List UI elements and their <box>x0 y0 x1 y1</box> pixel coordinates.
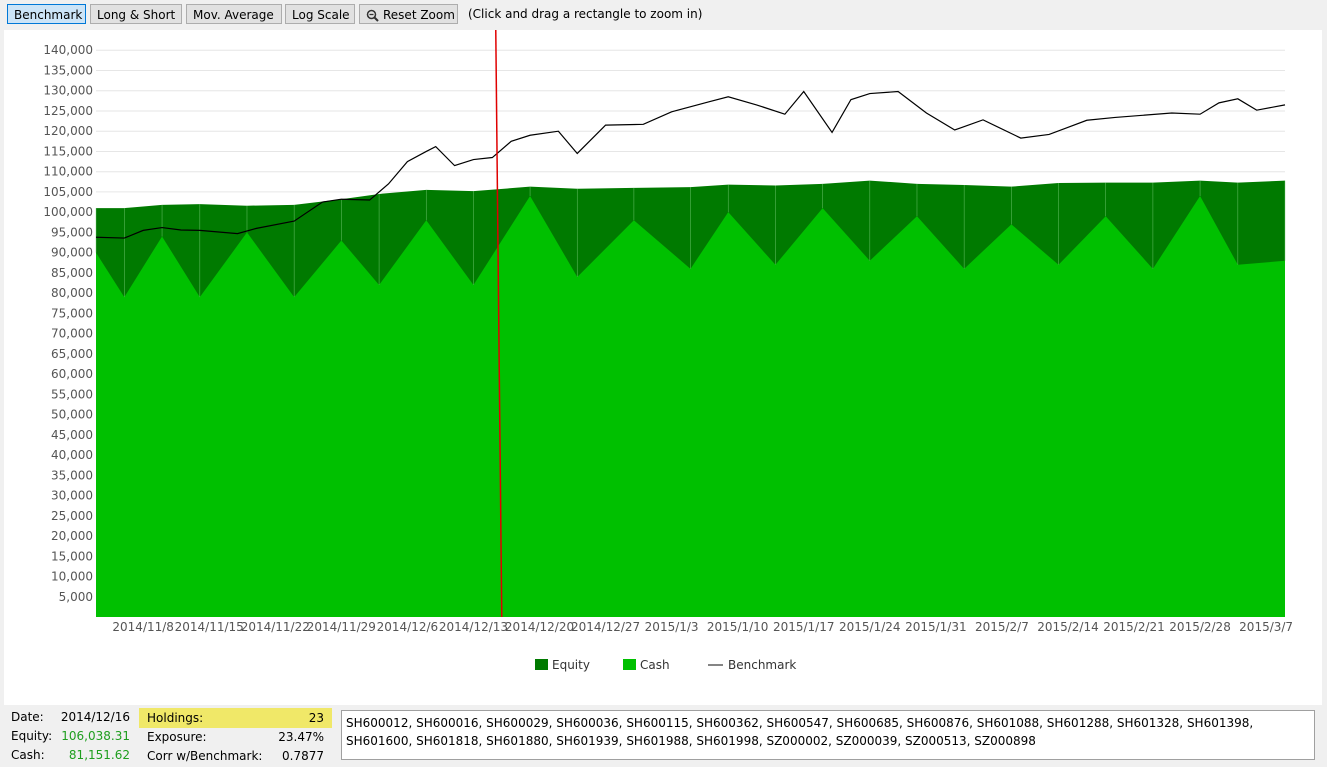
cash-area <box>96 195 1285 617</box>
y-tick-label: 95,000 <box>51 225 93 239</box>
holdings-highlight <box>139 708 332 728</box>
y-tick-label: 90,000 <box>51 246 93 260</box>
y-tick-label: 115,000 <box>43 144 93 158</box>
x-tick-label: 2015/2/21 <box>1103 620 1165 634</box>
reset-zoom-label: Reset Zoom <box>383 8 455 22</box>
holdings-list[interactable]: SH600012, SH600016, SH600029, SH600036, … <box>341 710 1315 760</box>
date-value: 2014/12/16 <box>60 710 130 724</box>
x-tick-label: 2014/11/8 <box>112 620 174 634</box>
mov-average-button[interactable]: Mov. Average <box>186 4 282 24</box>
y-tick-label: 60,000 <box>51 367 93 381</box>
x-tick-label: 2014/12/20 <box>505 620 574 634</box>
y-tick-label: 85,000 <box>51 266 93 280</box>
y-tick-label: 120,000 <box>43 124 93 138</box>
y-tick-label: 30,000 <box>51 489 93 503</box>
legend-swatch-equity <box>535 659 548 670</box>
y-tick-label: 45,000 <box>51 428 93 442</box>
y-tick-label: 65,000 <box>51 347 93 361</box>
y-tick-label: 35,000 <box>51 468 93 482</box>
y-tick-label: 40,000 <box>51 448 93 462</box>
legend-swatch-cash <box>623 659 636 670</box>
y-tick-label: 135,000 <box>43 63 93 77</box>
zoom-hint-text: (Click and drag a rectangle to zoom in) <box>468 7 703 21</box>
x-tick-label: 2015/1/31 <box>905 620 967 634</box>
y-tick-label: 15,000 <box>51 549 93 563</box>
y-tick-label: 10,000 <box>51 570 93 584</box>
x-tick-label: 2015/3/7 <box>1239 620 1293 634</box>
stats-panel: Date: 2014/12/16 Equity: 106,038.31 Cash… <box>0 705 1327 767</box>
toolbar: Benchmark Long & Short Mov. Average Log … <box>0 0 1327 30</box>
y-tick-label: 70,000 <box>51 327 93 341</box>
holdings-count: 23 <box>308 711 324 725</box>
cash-value: 81,151.62 <box>68 748 130 762</box>
date-cursor-line <box>495 29 503 618</box>
exposure-value: 23.47% <box>278 730 324 744</box>
corr-value: 0.7877 <box>282 749 324 763</box>
benchmark-line <box>95 90 1286 239</box>
x-tick-label: 2015/1/3 <box>645 620 699 634</box>
zoom-out-magnifier-icon <box>366 9 379 22</box>
exposure-label: Exposure: <box>147 730 207 744</box>
y-tick-label: 110,000 <box>43 165 93 179</box>
y-tick-label: 105,000 <box>43 185 93 199</box>
equity-value: 106,038.31 <box>61 729 130 743</box>
x-tick-label: 2015/1/17 <box>773 620 835 634</box>
y-tick-label: 125,000 <box>43 104 93 118</box>
date-label: Date: <box>11 710 44 724</box>
y-tick-label: 20,000 <box>51 529 93 543</box>
x-tick-label: 2015/1/24 <box>839 620 901 634</box>
y-tick-label: 80,000 <box>51 286 93 300</box>
x-tick-label: 2014/12/13 <box>439 620 508 634</box>
legend-label-cash: Cash <box>640 658 670 672</box>
log-scale-button[interactable]: Log Scale <box>285 4 355 24</box>
reset-zoom-button[interactable]: Reset Zoom <box>359 4 458 24</box>
y-tick-label: 130,000 <box>43 84 93 98</box>
y-tick-label: 140,000 <box>43 43 93 57</box>
chart-area[interactable]: 5,000 10,000 15,000 20,000 25,000 30,000 35,00… <box>4 29 1322 705</box>
y-tick-label: 5,000 <box>59 590 93 604</box>
x-tick-label: 2014/11/22 <box>241 620 310 634</box>
y-tick-label: 100,000 <box>43 205 93 219</box>
y-tick-label: 50,000 <box>51 408 93 422</box>
benchmark-button[interactable]: Benchmark <box>7 4 86 24</box>
y-tick-label: 25,000 <box>51 509 93 523</box>
x-tick-label: 2015/2/28 <box>1169 620 1231 634</box>
long-short-button[interactable]: Long & Short <box>90 4 182 24</box>
x-tick-label: 2014/11/29 <box>307 620 376 634</box>
holdings-label: Holdings: <box>147 711 204 725</box>
x-tick-label: 2015/2/14 <box>1037 620 1099 634</box>
legend-label-benchmark: Benchmark <box>728 658 796 672</box>
x-tick-label: 2014/12/27 <box>571 620 640 634</box>
portfolio-chart[interactable]: 5,000 10,000 15,000 20,000 25,000 30,000 35,00… <box>4 29 1322 705</box>
x-tick-label: 2014/11/15 <box>175 620 244 634</box>
equity-label: Equity: <box>11 729 53 743</box>
x-tick-label: 2015/2/7 <box>975 620 1029 634</box>
cash-label: Cash: <box>11 748 45 762</box>
y-tick-label: 75,000 <box>51 306 93 320</box>
x-tick-label: 2014/12/6 <box>377 620 439 634</box>
legend-label-equity: Equity <box>552 658 590 672</box>
x-tick-label: 2015/1/10 <box>707 620 769 634</box>
y-tick-label: 55,000 <box>51 387 93 401</box>
corr-label: Corr w/Benchmark: <box>147 749 263 763</box>
